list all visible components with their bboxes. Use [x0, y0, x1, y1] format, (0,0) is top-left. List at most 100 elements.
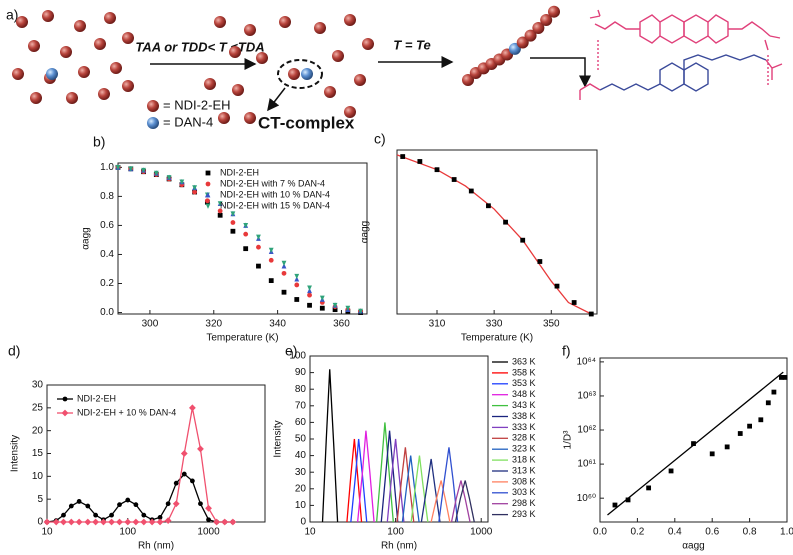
legend-label: = DAN-4 [163, 114, 213, 129]
y-tick-label: 10⁶⁴ [576, 357, 596, 368]
x-tick-label: 320 [205, 319, 222, 330]
y-tick-label: 30 [295, 467, 307, 478]
ndi-ball [218, 112, 230, 124]
y-axis-label: 1/D³ [563, 430, 574, 450]
ndi-ball [354, 74, 366, 86]
marker [125, 497, 131, 503]
legend-label: 328 K [512, 433, 536, 443]
marker [166, 175, 172, 181]
marker [85, 503, 91, 509]
x-axis-label: Rh (nm) [138, 541, 174, 552]
legend-marker [205, 170, 211, 176]
x-tick-label: 1000 [197, 527, 220, 538]
amide-ends [579, 59, 783, 100]
ndi-ball [60, 46, 72, 58]
marker [358, 308, 364, 314]
ndi-ball [532, 21, 545, 34]
y-tick-label: 10 [32, 471, 44, 482]
marker [60, 518, 67, 526]
x-tick-label: 0.6 [705, 527, 719, 538]
marker [434, 167, 440, 173]
marker [117, 502, 122, 508]
y-tick-label: 0.6 [100, 220, 114, 231]
legend-marker [61, 409, 69, 417]
y-axis-label: αagg [81, 227, 92, 249]
ndi-ball [78, 66, 90, 78]
marker [778, 375, 784, 380]
marker [294, 282, 300, 288]
ndi-ball [66, 92, 78, 104]
x-tick-label: 0.4 [668, 527, 682, 538]
ndi-ball [462, 74, 474, 86]
ndi-ball [288, 68, 300, 80]
y-tick-label: 0.0 [100, 307, 114, 318]
condition-label: T = Te [393, 37, 430, 52]
ndi-ball [28, 40, 40, 52]
marker [67, 518, 75, 526]
marker [68, 503, 74, 509]
series-line [380, 430, 399, 523]
marker [156, 518, 164, 526]
marker [417, 159, 423, 164]
marker [141, 167, 146, 174]
ndi-ball [104, 12, 116, 24]
series-line [356, 430, 375, 523]
marker [92, 518, 100, 526]
x-tick-label: 360 [333, 319, 350, 330]
marker [281, 270, 287, 276]
series-line [47, 407, 233, 523]
legend-label: 303 K [512, 487, 536, 497]
marker [765, 400, 771, 406]
legend-label: NDI-2-EH + 10 % DAN-4 [77, 407, 176, 417]
x-axis-label: αagg [682, 541, 704, 552]
series-line [410, 455, 429, 523]
legend-label: NDI-2-EH [77, 393, 116, 403]
marker [612, 502, 618, 508]
marker [179, 179, 185, 185]
marker [771, 389, 777, 395]
y-tick-label: 80 [295, 384, 307, 395]
ndi-ball [244, 112, 256, 124]
marker [307, 292, 312, 298]
ndi-ball [214, 16, 226, 28]
series-line [396, 154, 592, 315]
ndi-ball [12, 68, 24, 80]
y-tick-label: 100 [289, 351, 306, 362]
y-tick-label: 20 [32, 425, 44, 436]
marker [281, 260, 287, 267]
ndi-ball [94, 38, 106, 50]
marker [319, 295, 325, 301]
marker [189, 478, 195, 484]
x-tick-label: 1000 [470, 527, 493, 538]
x-axis-label: Temperature (K) [461, 333, 533, 344]
y-tick-label: 20 [295, 483, 307, 494]
panel-label: f) [562, 343, 571, 359]
series-line [401, 455, 420, 523]
ndi-ball [548, 5, 560, 18]
y-tick-label: 60 [295, 417, 307, 428]
ndi-ball [256, 52, 268, 64]
legend-label: 363 K [512, 356, 536, 366]
y-tick-label: 25 [32, 402, 44, 413]
x-tick-label: 0.8 [743, 527, 757, 538]
ndi-ball [110, 62, 122, 74]
series-line [450, 480, 471, 523]
y-tick-label: 10⁶² [577, 425, 596, 436]
y-tick-label: 0 [300, 517, 306, 528]
dan-ball [46, 68, 58, 80]
series-group [46, 407, 233, 523]
ndi-ball [516, 36, 529, 49]
series-line [346, 438, 363, 523]
y-tick-label: 10⁶³ [577, 391, 596, 402]
marker [691, 441, 696, 446]
legend-marker [205, 192, 211, 198]
y-tick-label: 30 [32, 380, 44, 391]
ndi-ball [42, 10, 54, 22]
marker [294, 273, 300, 280]
legend-label: NDI-2-EH [220, 167, 259, 177]
marker [173, 480, 179, 486]
marker [332, 302, 338, 309]
panel-label: e) [285, 343, 297, 359]
legend-label: 333 K [512, 422, 536, 432]
